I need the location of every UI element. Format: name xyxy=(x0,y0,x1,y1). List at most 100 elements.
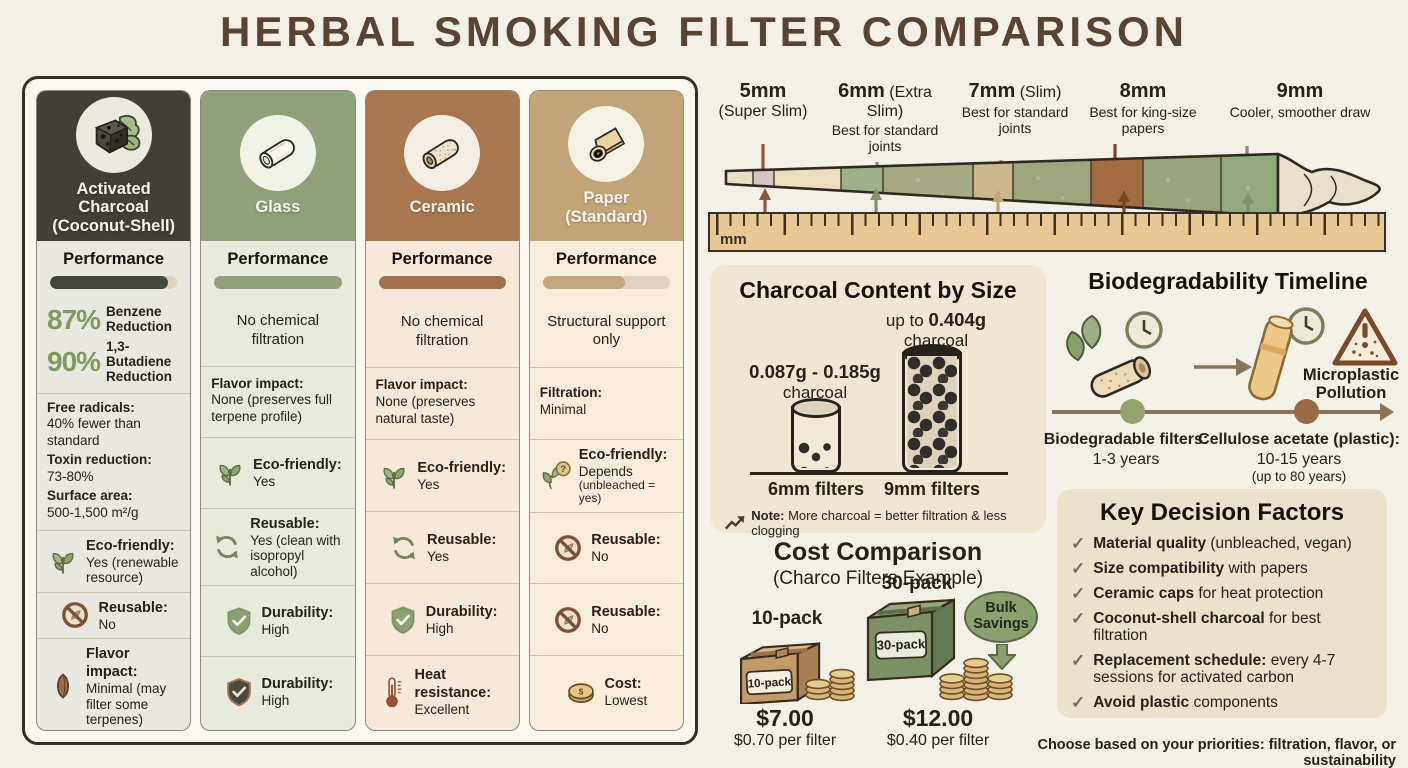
performance-bar xyxy=(214,276,342,289)
leaf-icon xyxy=(378,461,410,491)
performance-note-section: Structural support only xyxy=(547,312,666,349)
charcoal-content-panel: Charcoal Content by Size up to 0.404g ch… xyxy=(710,265,1046,538)
timeline-dot-plastic xyxy=(1294,399,1319,424)
footer-note: Choose based on your priorities: filtrat… xyxy=(1037,737,1396,768)
no-symbol-icon xyxy=(552,533,584,563)
decision-factor-item: ✓ Replacement schedule: every 4-7 session… xyxy=(1071,650,1336,687)
feature-row-reusable: Reusable: No xyxy=(529,511,683,584)
column-title: Activated Charcoal (Coconut-Shell) xyxy=(52,179,176,235)
filter-9mm-illustration xyxy=(902,344,962,473)
seed-icon xyxy=(47,671,79,701)
pack-30-label: 30-pack xyxy=(881,573,953,594)
column-header: Paper (Standard) xyxy=(529,91,683,241)
biodegradability-title: Biodegradability Timeline xyxy=(1088,268,1368,294)
column-title: Ceramic xyxy=(409,198,475,217)
no-symbol-icon xyxy=(552,605,584,635)
bulk-savings-arrow-icon xyxy=(988,644,1016,670)
biodegradability-timeline-axis xyxy=(1052,399,1394,424)
shield-check-green-icon xyxy=(223,606,255,636)
filter-9mm-label: 9mm filters xyxy=(883,479,981,499)
feature-row-eco: Eco-friendly: Yes xyxy=(365,439,519,511)
decision-factor-item: ✓ Ceramic caps for heat protection xyxy=(1071,583,1324,603)
size-label-5mm: 5mm (Super Slim) xyxy=(718,80,808,120)
trend-arrow-icon xyxy=(724,515,745,530)
svg-text:30-pack: 30-pack xyxy=(876,636,926,653)
column-body: Performance 87% Benzene Reduction 90% 1,… xyxy=(37,241,191,730)
no-symbol-icon xyxy=(59,600,91,630)
size-label-8mm: 8mm Best for king-size papers xyxy=(1089,80,1197,136)
filter-6mm-illustration xyxy=(791,398,841,473)
decision-factor-item: ✓ Material quality (unbleached, vegan) xyxy=(1071,534,1352,553)
feature-row-reusable: Reusable: Yes xyxy=(365,511,519,583)
decision-factor-item: ✓ Avoid plastic components xyxy=(1071,693,1278,713)
up-arrow-icon xyxy=(759,188,771,212)
feature-row-durability: Durability: High xyxy=(201,656,355,727)
right-region: 5mm (Super Slim) 6mm (Extra Slim) Best f… xyxy=(700,76,1404,768)
small-amount-label: 0.087g - 0.185g charcoal xyxy=(749,361,881,402)
details-section: Free radicals: 40% fewer than standard To… xyxy=(37,392,191,530)
performance-note-section: No chemical filtration xyxy=(400,312,484,349)
right-arrow-icon xyxy=(1194,358,1252,376)
pack-10-per-filter: $0.70 per filter xyxy=(733,732,837,749)
mm-ruler: mm xyxy=(708,212,1386,252)
feature-row-eco: Eco-friendly: Yes (renewable resource) xyxy=(37,529,191,592)
check-icon: ✓ xyxy=(1071,558,1086,578)
column-header: Activated Charcoal (Coconut-Shell) xyxy=(37,91,191,241)
details-section: Flavor impact: None (preserves full terpe… xyxy=(201,365,355,437)
feature-row-reusable: Reusable: No xyxy=(529,583,683,655)
svg-text:10-pack: 10-pack xyxy=(747,675,792,690)
leaf-question-icon: ? xyxy=(540,460,572,492)
bulk-savings-badge: Bulk Savings xyxy=(964,591,1038,643)
pack-10-label: 10-pack xyxy=(751,608,823,629)
paper-roll-icon xyxy=(568,106,645,183)
feature-row-cost: $ Cost: Lowest xyxy=(529,655,683,727)
column-header: Glass xyxy=(201,91,355,241)
thermometer-icon xyxy=(376,676,408,708)
filter-6mm-label: 6mm filters xyxy=(767,479,865,499)
shield-check-green-icon xyxy=(387,605,419,635)
pack-30-per-filter: $0.40 per filter xyxy=(886,732,990,749)
feature-row-reusable: Reusable: Yes (clean with isopropyl alcoh… xyxy=(201,507,355,586)
filter-comparison-table: Activated Charcoal (Coconut-Shell) Perfor… xyxy=(22,76,698,745)
feature-row-reusable: Reusable: No xyxy=(37,591,191,639)
svg-text:$: $ xyxy=(579,687,584,696)
shield-check-dark-icon xyxy=(223,677,255,707)
details-section: Flavor impact: None (preserves natural ta… xyxy=(365,367,519,439)
column-paper: Paper (Standard) Performance Structural s… xyxy=(528,90,684,731)
recycle-icon xyxy=(388,533,420,563)
column-body: Performance No chemical filtration Flavo… xyxy=(365,241,519,730)
performance-note-section: No chemical filtration xyxy=(236,312,320,348)
check-icon: ✓ xyxy=(1071,534,1086,553)
column-title: Paper (Standard) xyxy=(565,189,648,226)
microplastic-warning-icon xyxy=(1332,308,1398,366)
column-ceramic: Ceramic Performance No chemical filtrati… xyxy=(364,90,520,731)
check-icon: ✓ xyxy=(1071,583,1086,603)
details-section: Filtration: Minimal xyxy=(529,366,683,439)
check-icon: ✓ xyxy=(1071,650,1086,670)
cost-comparison-title: Cost Comparison xyxy=(773,538,983,566)
stat-row: 87% Benzene Reduction xyxy=(47,304,173,335)
panel-title: Key Decision Factors xyxy=(1099,499,1345,526)
size-label-6mm: 6mm (Extra Slim) Best for standard joint… xyxy=(831,80,939,155)
performance-block: Performance xyxy=(201,246,354,296)
cellulose-acetate-label: Cellulose acetate (plastic): 10-15 years(… xyxy=(1198,431,1400,485)
stat-row: 90% 1,3-Butadiene Reduction xyxy=(47,339,173,384)
column-activated-charcoal: Activated Charcoal (Coconut-Shell) Perfor… xyxy=(36,90,192,731)
ruler-unit-label: mm xyxy=(720,231,747,248)
performance-bar xyxy=(378,276,506,289)
feature-row-durability: Durability: High xyxy=(365,583,519,655)
performance-bar-fill xyxy=(378,276,506,289)
pack-10-price: $7.00 xyxy=(756,705,814,731)
plastic-filter-icon xyxy=(1248,307,1325,401)
feature-row-eco: Eco-friendly: Yes xyxy=(201,436,355,508)
key-decision-factors-panel: Key Decision Factors ✓ Material quality (… xyxy=(1057,489,1387,718)
feature-row-eco: ? Eco-friendly: Depends (unbleached = yes) xyxy=(529,438,683,512)
performance-bar xyxy=(50,276,178,289)
decision-factor-item: ✓ Size compatibility with papers xyxy=(1071,558,1308,578)
biodegradable-filters-label: Biodegradable filters: 1-3 years xyxy=(1043,431,1209,468)
leaf-icon xyxy=(214,458,246,488)
page-title: HERBAL SMOKING FILTER COMPARISON xyxy=(220,8,1188,55)
baseline xyxy=(750,472,1008,475)
up-arrow-icon xyxy=(992,190,1004,212)
up-arrow-icon xyxy=(870,188,882,212)
